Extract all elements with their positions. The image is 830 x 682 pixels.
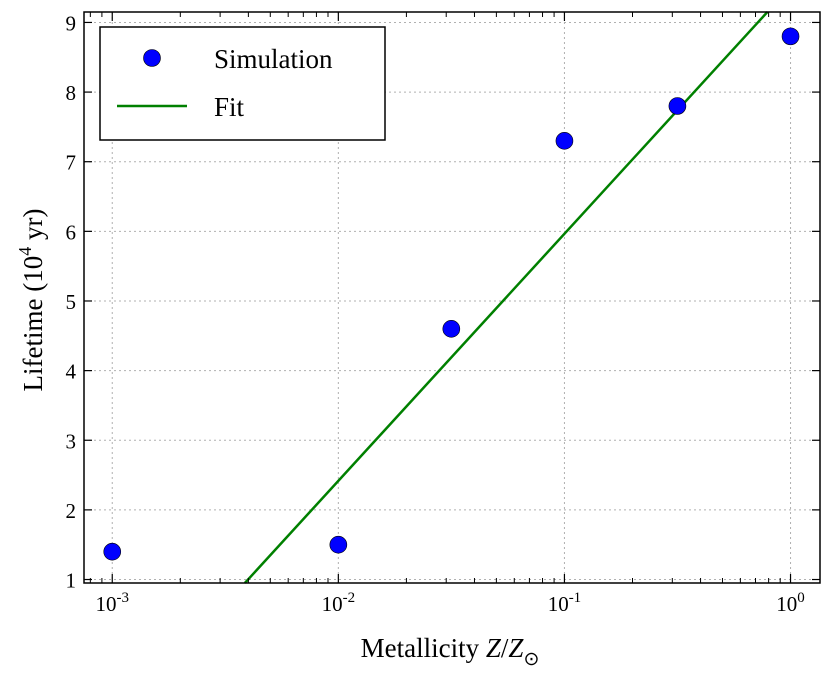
- y-tick-labels: 1 2 3 4 5 6 7 8 9: [66, 11, 77, 592]
- simulation-point: [442, 320, 461, 338]
- simulation-point: [103, 542, 122, 561]
- legend: Simulation Fit: [99, 26, 386, 141]
- simulation-point: [555, 132, 574, 150]
- x-tick-label: 10-2: [322, 590, 356, 616]
- y-tick-label: 1: [66, 569, 77, 593]
- simulation-point: [329, 535, 348, 554]
- y-tick-label: 8: [66, 81, 77, 105]
- y-tick-label: 6: [66, 220, 77, 244]
- legend-frame: [99, 26, 386, 141]
- x-tick-label: 100: [776, 590, 805, 616]
- x-tick-labels: 10-3 10-2 10-1 100: [95, 590, 804, 616]
- simulation-points-layer: [103, 27, 800, 561]
- simulation-point: [668, 97, 687, 115]
- y-axis-label: Lifetime (104 yr): [15, 209, 48, 392]
- legend-simulation-label: Simulation: [214, 44, 333, 74]
- simulation-point: [781, 27, 800, 46]
- y-tick-label: 3: [66, 429, 77, 453]
- y-tick-label: 9: [66, 11, 77, 35]
- y-tick-label: 4: [66, 360, 77, 384]
- y-tick-label: 2: [66, 499, 77, 523]
- legend-simulation-marker: [143, 49, 161, 67]
- y-tick-label: 5: [66, 290, 77, 314]
- x-tick-label: 10-1: [548, 590, 582, 616]
- x-tick-label: 10-3: [95, 590, 128, 616]
- axes-frame: [83, 11, 821, 584]
- x-axis-label: Metallicity Z/Z⊙: [361, 633, 540, 670]
- legend-fit-label: Fit: [214, 92, 245, 122]
- plot-frame: [83, 11, 821, 584]
- y-tick-label: 7: [66, 151, 77, 175]
